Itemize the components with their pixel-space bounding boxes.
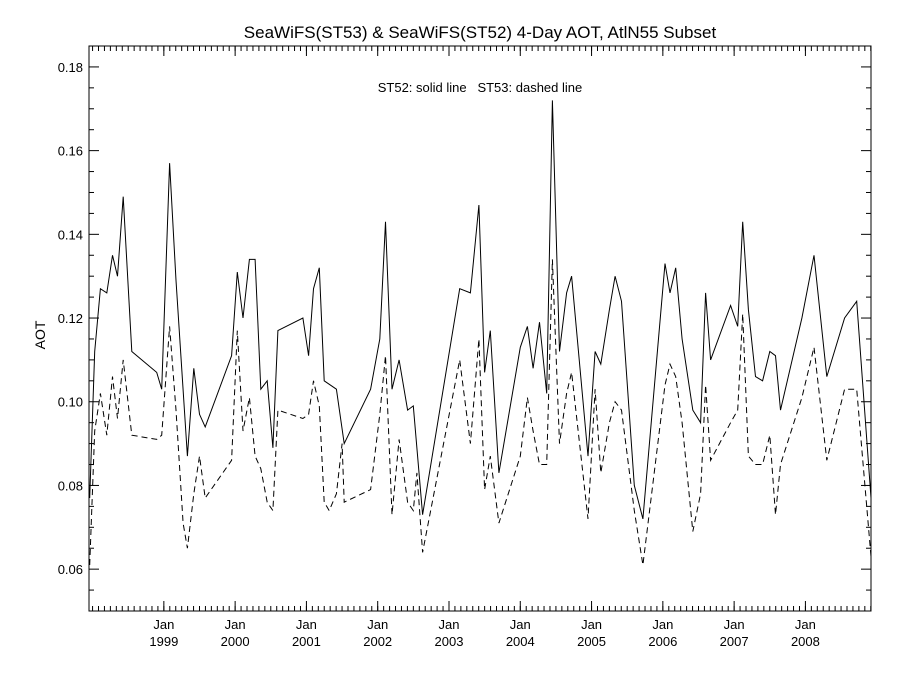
series-legend-annotation: ST52: solid line ST53: dashed line — [378, 80, 583, 95]
x-tick-month-label: Jan — [581, 617, 602, 632]
y-tick-label: 0.16 — [58, 144, 83, 159]
x-tick-month-label: Jan — [652, 617, 673, 632]
y-tick-label: 0.08 — [58, 478, 83, 493]
plot-frame — [88, 45, 872, 612]
chart-title: SeaWiFS(ST53) & SeaWiFS(ST52) 4-Day AOT,… — [244, 23, 717, 42]
x-tick-month-label: Jan — [724, 617, 745, 632]
y-tick-label: 0.14 — [58, 227, 83, 242]
y-axis-label: AOT — [32, 320, 48, 349]
x-tick-month-label: Jan — [439, 617, 460, 632]
series-line-st52 — [89, 100, 872, 520]
x-tick-month-label: Jan — [225, 617, 246, 632]
y-tick-label: 0.06 — [58, 562, 83, 577]
x-tick-year-label: 1999 — [149, 634, 178, 649]
x-tick-year-label: 2000 — [221, 634, 250, 649]
x-tick-year-label: 2003 — [435, 634, 464, 649]
x-tick-year-label: 2004 — [506, 634, 535, 649]
axis-ticks: 0.06 0.08 0.10 0.12 0.14 0.16 0.18 Jan 1999 Jan 20… — [58, 45, 872, 649]
y-tick-label: 0.18 — [58, 60, 83, 75]
y-tick-label: 0.10 — [58, 395, 83, 410]
x-tick-year-label: 2001 — [292, 634, 321, 649]
x-tick-year-label: 2007 — [720, 634, 749, 649]
series-layer — [89, 100, 872, 566]
x-tick-month-label: Jan — [510, 617, 531, 632]
x-tick-year-label: 2006 — [648, 634, 677, 649]
x-tick-year-label: 2005 — [577, 634, 606, 649]
x-tick-year-label: 2002 — [363, 634, 392, 649]
y-tick-label: 0.12 — [58, 311, 83, 326]
x-tick-month-label: Jan — [367, 617, 388, 632]
x-tick-month-label: Jan — [795, 617, 816, 632]
series-line-st53 — [89, 259, 872, 566]
x-tick-month-label: Jan — [296, 617, 317, 632]
x-tick-month-label: Jan — [153, 617, 174, 632]
x-tick-year-label: 2008 — [791, 634, 820, 649]
